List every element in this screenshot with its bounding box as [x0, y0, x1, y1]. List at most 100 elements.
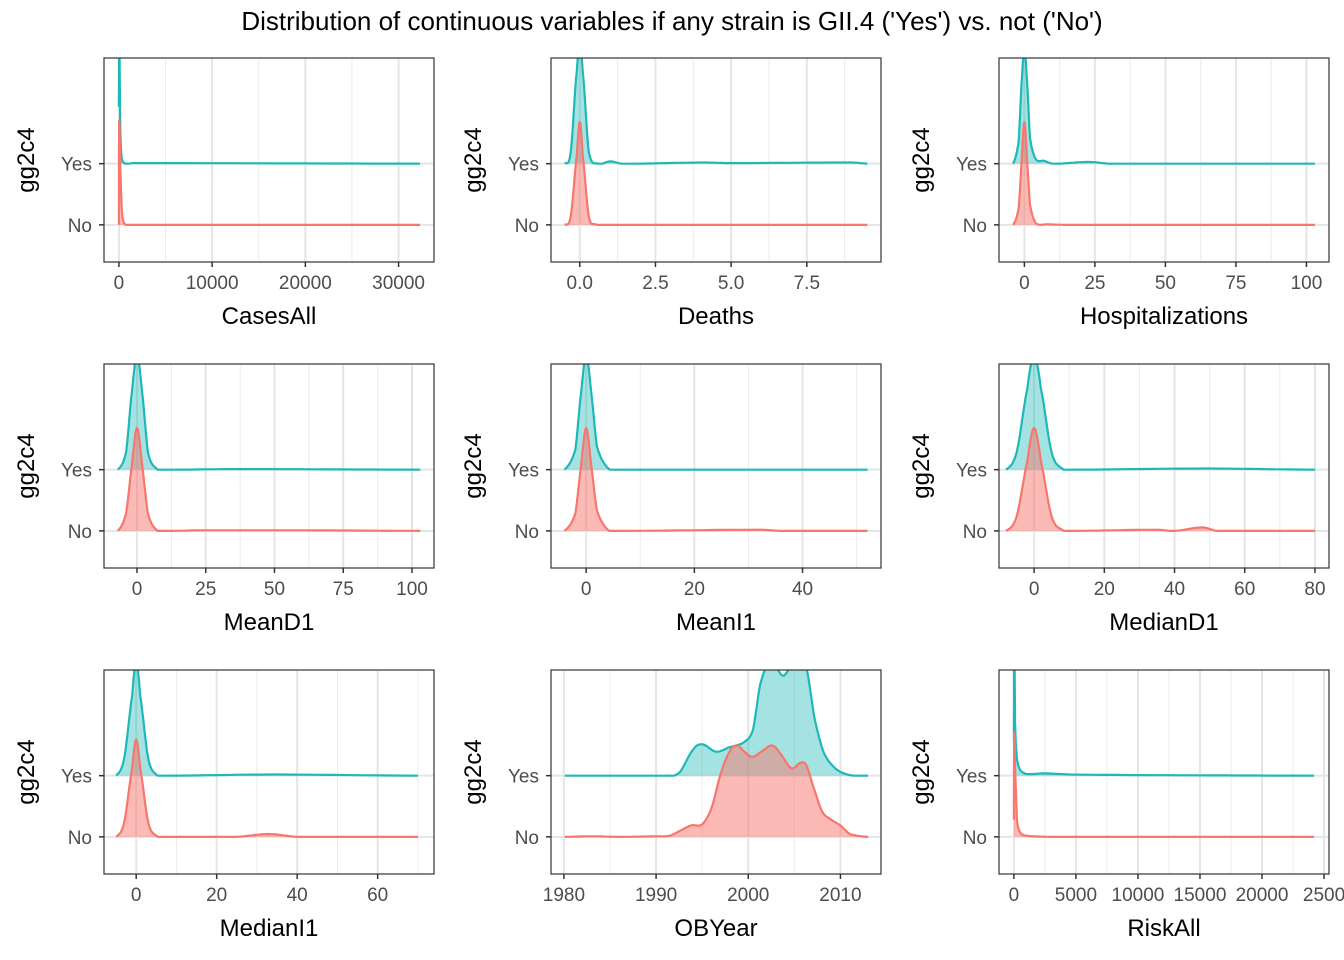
density-line-yes: [563, 58, 868, 165]
y-tick-label: Yes: [508, 767, 539, 788]
x-tick-label: 0: [1029, 579, 1040, 600]
density-area-no: [117, 428, 421, 531]
y-tick-label: No: [963, 216, 987, 237]
density-line-no: [1012, 731, 1315, 838]
y-tick-label: No: [963, 522, 987, 543]
ridges: [1005, 364, 1316, 532]
y-tick-label: Yes: [508, 155, 539, 176]
density-line-yes: [1005, 364, 1316, 471]
panel-background: [104, 58, 434, 262]
panel-riskall: 0 5000 10000 15000 20000 2500 No Yes RiskAll gg2c…: [908, 669, 1344, 942]
panel-mediand1: 0 20 40 60 80 No Yes MedianD1 gg2c4: [908, 363, 1330, 636]
x-tick-label: 5000: [1055, 885, 1097, 906]
y-tick-label: No: [68, 216, 92, 237]
x-tick-label: 0: [1019, 273, 1030, 294]
panel-meand1: 0 25 50 75 100 No Yes MeanD1 gg2c4: [13, 363, 435, 636]
x-tick-label: 0: [132, 579, 143, 600]
x-axis-title: MeanI1: [676, 609, 756, 636]
x-tick-label: 25: [195, 579, 216, 600]
ridges: [1012, 670, 1315, 838]
density-line-no: [564, 744, 869, 838]
ridges: [563, 364, 868, 532]
x-tick-label: 60: [1234, 579, 1255, 600]
density-area-yes: [564, 364, 868, 470]
ridges: [115, 670, 418, 838]
x-tick-label: 20: [206, 885, 227, 906]
x-tick-label: 7.5: [794, 273, 820, 294]
y-tick-label: No: [515, 216, 539, 237]
ridges: [563, 58, 868, 226]
x-tick-label: 1980: [543, 885, 585, 906]
density-line-no: [1012, 121, 1315, 226]
x-axis-title: CasesAll: [222, 303, 317, 330]
panel-background: [551, 58, 881, 262]
x-axis-title: OBYear: [674, 915, 757, 942]
x-tick-label: 1990: [635, 885, 677, 906]
x-tick-label: 15000: [1174, 885, 1227, 906]
density-line-yes: [115, 670, 418, 777]
y-axis-title: gg2c4: [460, 739, 487, 804]
y-axis-title: gg2c4: [908, 739, 935, 804]
panel-border: [550, 57, 882, 263]
x-axis-title: RiskAll: [1127, 915, 1200, 942]
y-tick-label: No: [515, 522, 539, 543]
y-axis-title: gg2c4: [908, 127, 935, 192]
y-tick-label: Yes: [956, 767, 987, 788]
x-tick-label: 0: [581, 579, 592, 600]
panel-border: [998, 669, 1330, 875]
panel-background: [999, 58, 1329, 262]
y-tick-label: Yes: [956, 155, 987, 176]
density-line-no: [563, 427, 868, 532]
x-tick-label: 75: [1225, 273, 1246, 294]
ridges: [564, 670, 869, 838]
panel-border: [550, 363, 882, 569]
x-tick-label: 25: [1084, 273, 1105, 294]
y-tick-label: Yes: [61, 767, 92, 788]
y-axis-title: gg2c4: [460, 127, 487, 192]
panel-background: [999, 364, 1329, 568]
x-tick-label: 50: [264, 579, 285, 600]
density-line-no: [115, 738, 418, 838]
panel-background: [551, 670, 881, 874]
y-tick-label: No: [515, 828, 539, 849]
panel-border: [103, 669, 435, 875]
y-axis-title: gg2c4: [460, 433, 487, 498]
x-tick-label: 20000: [279, 273, 332, 294]
density-line-yes: [1012, 670, 1315, 777]
ridges: [117, 58, 421, 226]
density-area-yes: [116, 670, 418, 776]
density-line-no: [116, 427, 421, 532]
panel-border: [998, 57, 1330, 263]
panel-background: [999, 670, 1329, 874]
x-tick-label: 2010: [819, 885, 861, 906]
x-tick-label: 0.0: [567, 273, 593, 294]
x-tick-label: 20: [684, 579, 705, 600]
x-tick-label: 40: [792, 579, 813, 600]
y-tick-label: Yes: [508, 461, 539, 482]
ridges: [1012, 58, 1315, 226]
chart-title: Distribution of continuous variables if …: [241, 6, 1103, 36]
x-axis-title: Deaths: [678, 303, 754, 330]
y-tick-label: Yes: [61, 155, 92, 176]
x-tick-label: 2500: [1303, 885, 1344, 906]
panel-border: [998, 363, 1330, 569]
panel-border: [550, 669, 882, 875]
x-tick-label: 40: [287, 885, 308, 906]
x-tick-label: 0: [1009, 885, 1020, 906]
density-area-no: [116, 739, 418, 837]
x-tick-label: 10000: [1112, 885, 1165, 906]
y-tick-label: No: [68, 522, 92, 543]
density-area-yes: [564, 670, 869, 776]
y-tick-label: Yes: [61, 461, 92, 482]
x-axis-title: MeanD1: [224, 609, 315, 636]
panel-border: [103, 57, 435, 263]
density-area-yes: [117, 364, 421, 470]
panel-meani1: 0 20 40 No Yes MeanI1 gg2c4: [460, 363, 882, 636]
x-tick-label: 20000: [1236, 885, 1289, 906]
x-tick-label: 20: [1094, 579, 1115, 600]
panel-deaths: 0.0 2.5 5.0 7.5 No Yes Deaths gg2c4: [460, 57, 882, 330]
density-line-yes: [563, 364, 868, 471]
x-tick-label: 2.5: [642, 273, 668, 294]
density-line-no: [117, 119, 420, 226]
density-line-yes: [564, 670, 869, 777]
